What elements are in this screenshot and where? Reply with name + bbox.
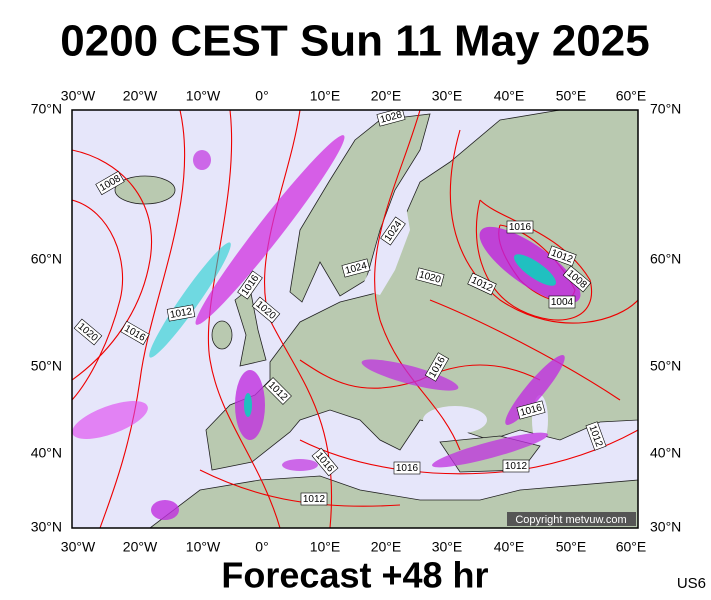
frame [71, 109, 639, 529]
isobar-label-text: 1004 [551, 297, 574, 308]
isobar-label-box [251, 296, 281, 324]
lon-label-bottom: 30°E [432, 539, 463, 555]
isobar-labels: 1028100810121016102010161020102410241020… [73, 110, 607, 506]
lon-label-top: 40°E [494, 88, 525, 104]
lat-label-right: 40°N [650, 445, 681, 461]
isobar-label-text: 1016 [396, 463, 419, 474]
axes: 30°W 30°W 20°W 20°W 10°W 10°W 0° 0° 10°E 10°E 20°E… [31, 88, 682, 555]
isobar-label: 1012 [300, 492, 328, 506]
isobar-label-box [120, 320, 150, 346]
isobar-label-box [95, 170, 125, 196]
isobar-label-box [311, 447, 339, 477]
lon-label-top: 20°W [123, 88, 158, 104]
isobar-label: 1024 [341, 258, 371, 278]
isobar-label-box [467, 272, 497, 296]
isobar-label-box [548, 295, 576, 309]
isobar-label-box [393, 461, 421, 475]
title: 0200 CEST Sun 11 May 2025 [60, 17, 649, 66]
lon-label-bottom: 60°E [616, 539, 647, 555]
isobar-label-box [502, 459, 530, 473]
isobar-label-box [424, 352, 450, 382]
isobar-label-box [73, 318, 103, 346]
lat-label-left: 40°N [31, 445, 62, 461]
footer: Forecast +48 hr [221, 555, 488, 596]
lon-label-top: 30°W [61, 88, 96, 104]
lat-label-right: 50°N [650, 358, 681, 374]
lon-label-bottom: 40°E [494, 539, 525, 555]
lat-label-left: 50°N [31, 358, 62, 374]
isobar-label-box [380, 216, 406, 246]
isobar-label-box [341, 258, 371, 278]
code: US6 [677, 575, 706, 592]
lon-label-top: 30°E [432, 88, 463, 104]
isobar-label-text: 1012 [303, 494, 326, 505]
lat-label-right: 30°N [650, 519, 681, 535]
lat-label-left: 30°N [31, 519, 62, 535]
isobar-label-text: 1016 [509, 222, 532, 233]
isobar-label-box [300, 492, 328, 506]
isobar-label-box [562, 265, 592, 293]
isobar-label-box [585, 421, 607, 451]
lon-label-bottom: 0° [255, 539, 268, 555]
isobar-label-box [415, 267, 445, 287]
map-area: 1028100810121016102010161020102410241020… [72, 110, 638, 528]
isobar-label-box [166, 304, 196, 322]
isobar-label: 1016 [506, 220, 534, 234]
lon-label-top: 50°E [556, 88, 587, 104]
land [114, 110, 638, 528]
lon-label-top: 0° [255, 88, 268, 104]
isobar-label: 1016 [516, 400, 546, 420]
lon-label-top: 10°E [310, 88, 341, 104]
lon-label-top: 20°E [371, 88, 402, 104]
lat-label-left: 70°N [31, 101, 62, 117]
copyright-box [507, 512, 636, 526]
isobar-label-box [506, 220, 534, 234]
isobar-label: 1020 [415, 267, 445, 287]
isobar-label-box [264, 377, 292, 405]
isobar-label: 1012 [502, 459, 530, 473]
lon-label-bottom: 50°E [556, 539, 587, 555]
isobar-label-box [237, 270, 263, 300]
lon-label-top: 60°E [616, 88, 647, 104]
lon-label-top: 10°W [186, 88, 221, 104]
lat-label-right: 70°N [650, 101, 681, 117]
lat-label-left: 60°N [31, 251, 62, 267]
isobar-label: 1004 [548, 295, 576, 309]
lon-label-bottom: 10°E [310, 539, 341, 555]
precipitation [72, 135, 581, 520]
isobar-label: 1016 [393, 461, 421, 475]
lon-label-bottom: 10°W [186, 539, 221, 555]
isobar-label: 1012 [166, 304, 196, 322]
isobar-label-text: 1012 [505, 461, 528, 472]
copyright: Copyright metvuw.com [515, 514, 626, 526]
isobar-label-box [376, 110, 406, 127]
isobar-label-box [547, 245, 577, 267]
lon-label-bottom: 30°W [61, 539, 96, 555]
isobar-label-box [516, 400, 546, 420]
isobar-label-text: 1012 [169, 306, 193, 321]
lat-label-right: 60°N [650, 251, 681, 267]
lon-label-bottom: 20°E [371, 539, 402, 555]
lon-label-bottom: 20°W [123, 539, 158, 555]
